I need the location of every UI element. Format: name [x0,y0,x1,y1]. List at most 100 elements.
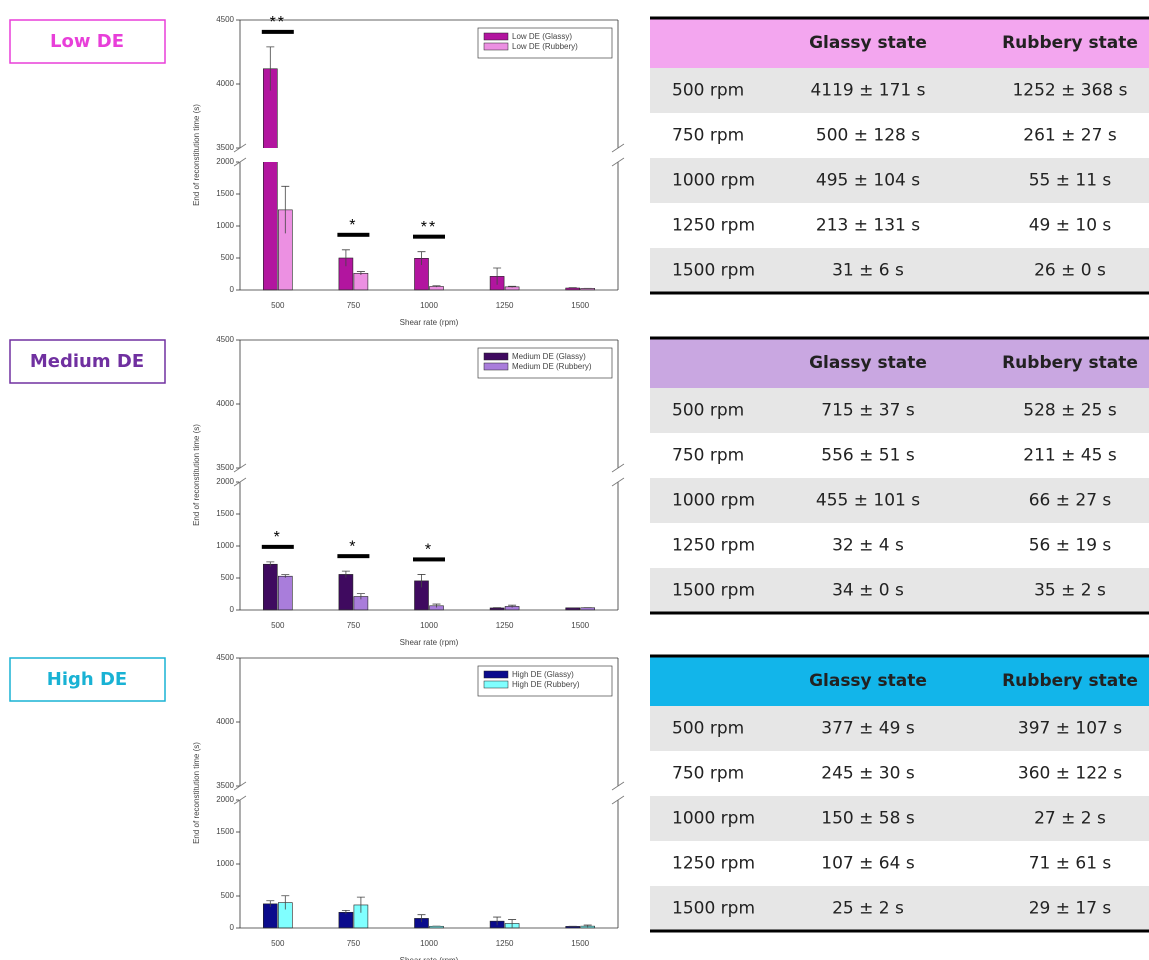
row-label: 500 rpm [672,81,744,101]
table-cell: 261 ± 27 s [1023,126,1117,146]
legend-swatch [483,670,509,679]
x-tick-label: 1250 [496,939,514,948]
break-mark [233,781,247,805]
panel-label: Low DE [50,31,124,52]
table-cell: 556 ± 51 s [821,446,915,466]
y-tick-label: 2000 [216,157,234,166]
table-row-bg [650,568,1149,613]
table-header-cell: Rubbery state [1002,671,1138,691]
y-tick-label: 1500 [216,827,234,836]
y-tick-label: 3500 [216,463,234,472]
error-bar [508,285,517,288]
bar [353,272,369,291]
error-bar [341,249,350,267]
row-label: 750 rpm [672,446,744,466]
error-bar [493,607,502,609]
x-tick-label: 750 [347,301,361,310]
x-tick-label: 500 [271,301,285,310]
x-tick-label: 1000 [420,939,438,948]
row-label: 1500 rpm [672,899,755,919]
error-bar [432,285,441,288]
y-tick-label: 0 [230,285,235,294]
y-tick-label: 500 [221,891,235,900]
table-cell: 455 ± 101 s [816,491,920,511]
row-label: 750 rpm [672,126,744,146]
legend-swatch [483,352,509,361]
table-cell: 360 ± 122 s [1018,764,1122,784]
error-bar [341,570,350,578]
error-bar [508,919,517,928]
table-cell: 107 ± 64 s [821,854,915,874]
row-label: 750 rpm [672,764,744,784]
table-header [650,338,1149,388]
y-tick-label: 2000 [216,795,234,804]
break-mark [611,781,625,805]
error-bar [341,910,350,915]
table-cell: 211 ± 45 s [1023,446,1117,466]
break-mark [611,143,625,167]
plot-frame [239,339,619,611]
significance-label: ** [421,219,437,236]
table-cell: 150 ± 58 s [821,809,915,829]
table-header-cell: Glassy state [809,33,927,53]
break-mark [611,463,625,487]
table-header-cell: Rubbery state [1002,33,1138,53]
table-cell: 1252 ± 368 s [1012,81,1127,101]
y-axis-title: End of reconstitution time (s) [192,104,201,206]
x-tick-label: 500 [271,939,285,948]
y-tick-label: 3500 [216,781,234,790]
axis-break [239,468,619,482]
panel: Low DE 0 500 1000 1500 2000 3500 4000 4500 End of… [9,14,1149,327]
y-tick-label: 1000 [216,221,234,230]
row-label: 1000 rpm [672,491,755,511]
y-tick-label: 1000 [216,541,234,550]
table-header-cell: Rubbery state [1002,353,1138,373]
x-tick-label: 1250 [496,621,514,630]
legend-label: Low DE (Glassy) [512,32,572,41]
legend-swatch [483,42,509,51]
error-bar [356,593,365,600]
panel: Medium DE 0 500 1000 1500 2000 3500 4000 4500 End… [9,335,1149,647]
y-tick-label: 1500 [216,509,234,518]
significance-label: ** [270,14,286,31]
panel-label: High DE [47,669,127,690]
y-tick-label: 1000 [216,859,234,868]
table-cell: 34 ± 0 s [832,581,904,601]
legend-label: Medium DE (Glassy) [512,352,586,361]
y-tick-label: 4500 [216,335,234,344]
error-bar [493,267,502,285]
x-tick-label: 1000 [420,301,438,310]
y-tick-label: 0 [230,923,235,932]
table-cell: 29 ± 17 s [1029,899,1112,919]
significance-bar [337,554,370,559]
significance-bar [413,557,445,562]
table-header-cell: Glassy state [809,353,927,373]
legend-label: High DE (Rubbery) [512,680,580,689]
table-cell: 25 ± 2 s [832,899,904,919]
x-tick-label: 1500 [571,301,589,310]
significance-label: * [349,538,357,555]
x-tick-label: 750 [347,621,361,630]
table-cell: 32 ± 4 s [832,536,904,556]
table-row-bg [650,248,1149,293]
table-cell: 49 ± 10 s [1029,216,1112,236]
row-label: 1500 rpm [672,581,755,601]
bar [262,903,278,929]
error-bar [356,271,365,276]
table-cell: 31 ± 6 s [832,261,904,281]
label-box [9,19,166,64]
significance-bar [261,544,294,549]
significance-label: * [274,529,282,546]
break-mark [233,143,247,167]
row-label: 1250 rpm [672,216,755,236]
table-cell: 528 ± 25 s [1023,401,1117,421]
table-cell: 26 ± 0 s [1034,261,1106,281]
break-mark [233,463,247,487]
table-row-bg [650,886,1149,931]
error-bar [508,604,517,608]
error-bar [356,896,365,913]
y-axis-title: End of reconstitution time (s) [192,742,201,844]
row-label: 1000 rpm [672,809,755,829]
significance-label: * [425,542,433,559]
